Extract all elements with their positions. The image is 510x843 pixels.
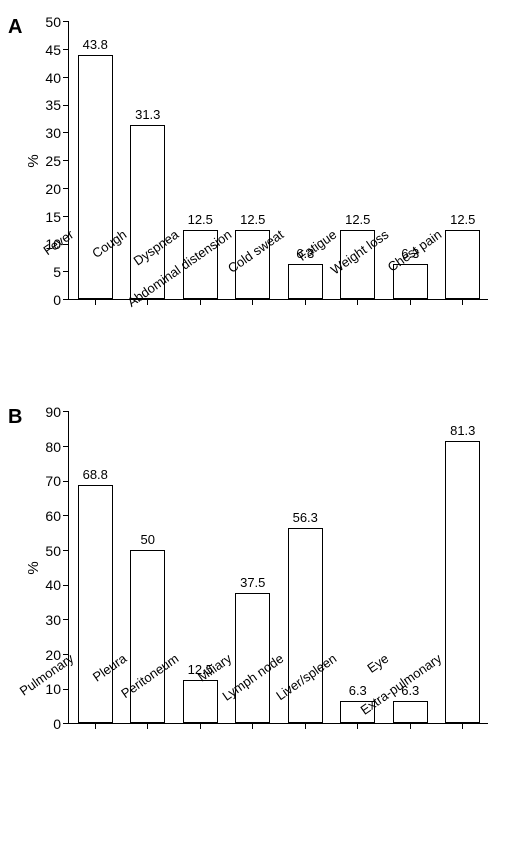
bar-value-label: 81.3 (450, 423, 475, 438)
bar-value-label: 68.8 (83, 467, 108, 482)
figure-root: A % 05101520253035404550Fever43.8Cough31… (0, 0, 510, 843)
panel-a-plot: % 05101520253035404550Fever43.8Cough31.3… (68, 22, 488, 300)
panel-a-label: A (8, 16, 22, 39)
xtick (305, 723, 306, 729)
xtick (200, 723, 201, 729)
bar-value-label: 31.3 (135, 107, 160, 122)
ytick-label: 35 (45, 97, 69, 113)
bar-value-label: 12.5 (240, 212, 265, 227)
xtick (462, 299, 463, 305)
xtick (95, 723, 96, 729)
bar-value-label: 43.8 (83, 37, 108, 52)
ytick-label: 70 (45, 473, 69, 489)
ytick-label: 80 (45, 439, 69, 455)
xtick (410, 299, 411, 305)
xtick (305, 299, 306, 305)
panel-b-label: B (8, 406, 22, 429)
bar-value-label: 12.5 (450, 212, 475, 227)
ytick-label: 45 (45, 42, 69, 58)
ytick-label: 30 (45, 125, 69, 141)
bar-value-label: 56.3 (293, 510, 318, 525)
bar (445, 230, 480, 300)
panel-b-ylabel: % (25, 561, 42, 574)
ytick-label: 30 (45, 612, 69, 628)
panel-a: A % 05101520253035404550Fever43.8Cough31… (0, 10, 510, 390)
bar-value-label: 12.5 (345, 212, 370, 227)
bar (393, 701, 428, 723)
bar-value-label: 12.5 (188, 212, 213, 227)
ytick-label: 40 (45, 577, 69, 593)
xtick (95, 299, 96, 305)
ytick-label: 60 (45, 508, 69, 524)
ytick-label: 40 (45, 70, 69, 86)
bar-value-label: 50 (141, 532, 155, 547)
xtick (200, 299, 201, 305)
ytick-label: 15 (45, 209, 69, 225)
panel-b-plot: % 0102030405060708090Pulmonary68.8Pleura… (68, 412, 488, 724)
bar (445, 441, 480, 723)
xtick (410, 723, 411, 729)
xtick (462, 723, 463, 729)
panel-a-ylabel: % (25, 154, 42, 167)
ytick-label: 50 (45, 14, 69, 30)
ytick-label: 20 (45, 181, 69, 197)
ytick-label: 90 (45, 404, 69, 420)
ytick-label: 50 (45, 543, 69, 559)
bar-value-label: 37.5 (240, 575, 265, 590)
ytick-label: 25 (45, 153, 69, 169)
panel-b: B % 0102030405060708090Pulmonary68.8Pleu… (0, 400, 510, 840)
